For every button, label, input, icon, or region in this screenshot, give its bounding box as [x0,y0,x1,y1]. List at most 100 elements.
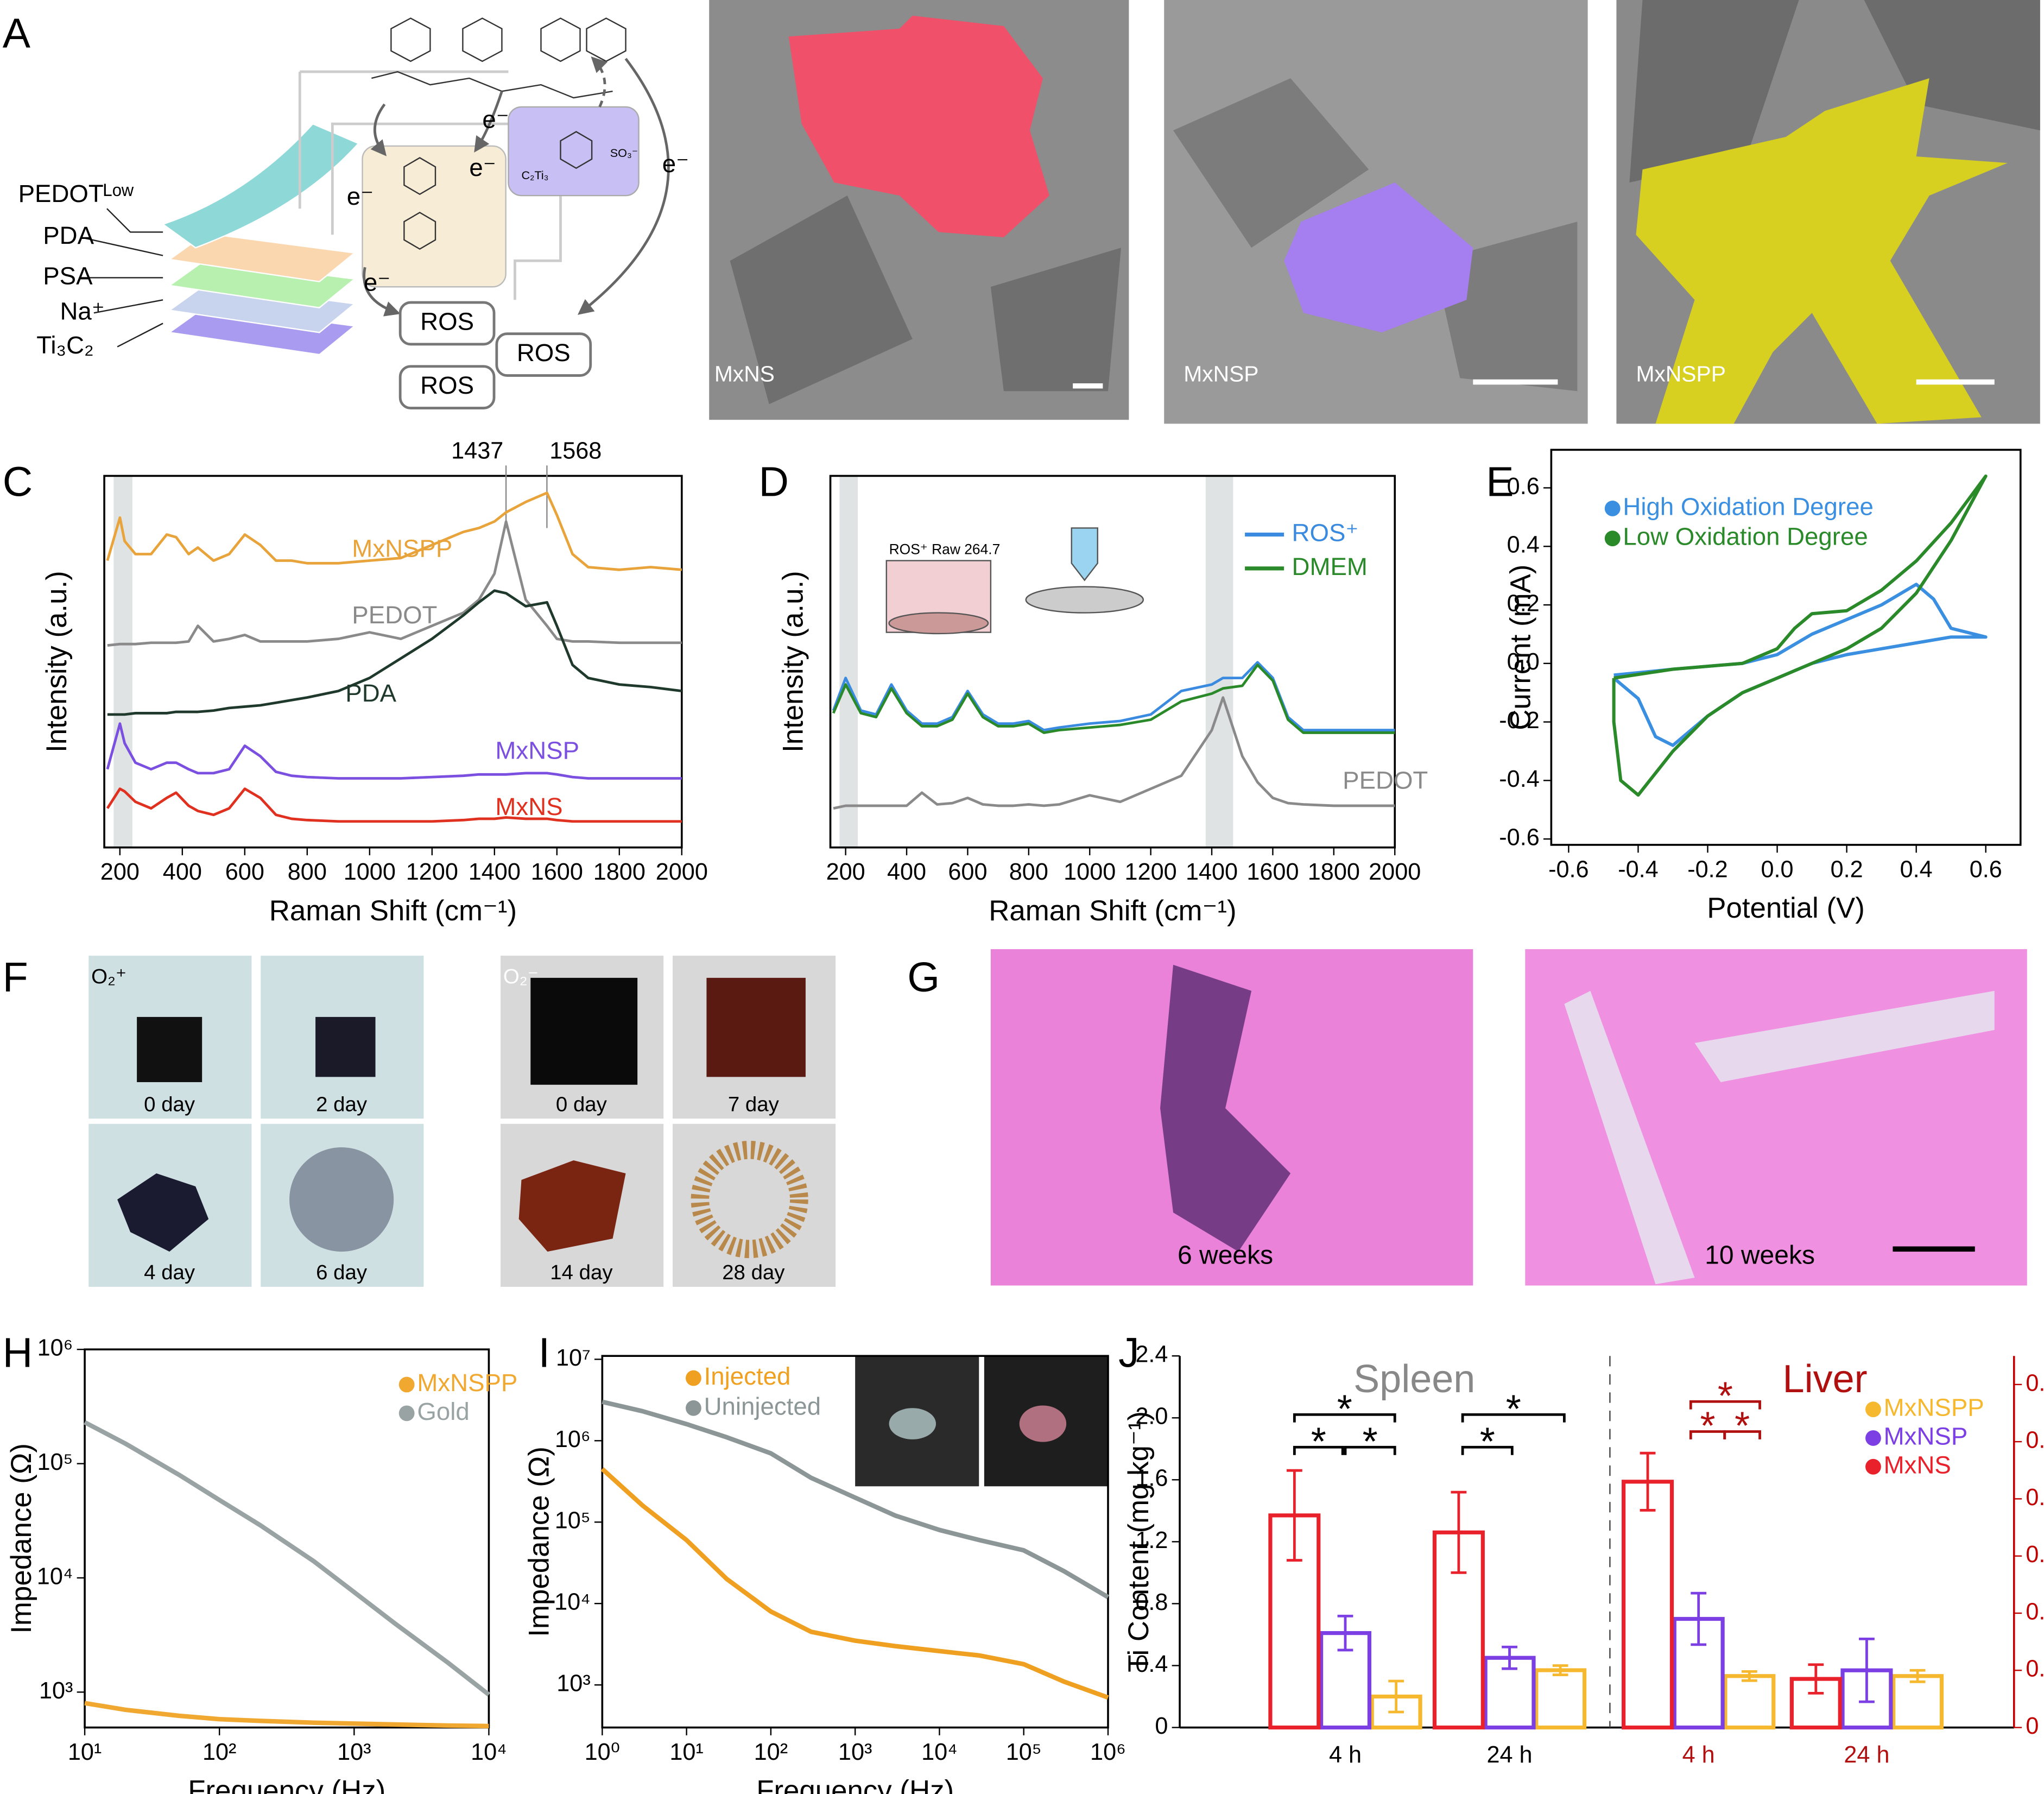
series-line [832,661,1395,732]
x-tick-label: 400 [163,859,202,885]
error-bar [1286,1469,1302,1562]
electron-label: e⁻ [482,105,509,133]
peak-label: 1568 [549,438,602,464]
legend-label: Gold [417,1398,469,1425]
implant-site [889,1408,936,1439]
y2-tick-label: 0.2 [2026,1599,2044,1625]
legend-label: ROS⁺ [1292,519,1359,547]
box [508,106,640,197]
x-tick-label: 2000 [1369,859,1421,885]
x-tick-label: 200 [826,859,865,885]
y-tick-label: 1.2 [1135,1527,1168,1553]
polymer-chain [371,17,627,99]
x-tick-label: 1200 [406,859,458,885]
layer-label: PDA [43,222,94,249]
y-axis-label: Intensity (a.u.) [41,571,73,753]
x-tick-label: 400 [887,859,926,885]
condition-label: O₂⁺ [91,965,126,988]
legend-label: Low Oxidation Degree [1623,523,1868,551]
x-tick-label: 4 h [1329,1742,1362,1768]
x-axis-label: Raman Shift (cm⁻¹) [989,895,1236,927]
series-line [106,722,682,780]
x-tick-label: 1600 [531,859,583,885]
legend-label: MxNS [1884,1451,1951,1479]
y-tick-label: 10⁴ [37,1563,73,1589]
x-tick-label: 1000 [344,859,396,885]
significance-bracket [1461,1413,1566,1423]
plot-frame [103,475,683,849]
x-tick-label: 600 [225,859,264,885]
y2-tick-label: 0.3 [2026,1542,2044,1568]
panel-label: A [3,10,31,57]
sample [117,1173,209,1252]
ring [403,131,593,250]
image-label: MxNSPP [1636,361,1725,386]
y2-tick-label: 0.6 [2026,1370,2044,1396]
x-tick-label: 0.0 [1761,856,1794,882]
chem-label: C₂Ti₃ [521,168,548,182]
x-tick-label: 1400 [469,859,521,885]
legend-swatch [686,1370,701,1386]
plot-frame [1550,448,2022,846]
day-label: 4 day [144,1261,195,1284]
series-label: MxNS [495,793,562,820]
x-tick-label: -0.6 [1548,856,1589,882]
significance-bracket [1293,1445,1344,1455]
legend-label: MxNSPP [417,1369,517,1397]
sample [137,1016,202,1082]
legend-swatch [1604,530,1621,547]
ros-box [398,301,496,346]
time-label: 6 weeks [1178,1241,1273,1269]
layer-label: Ti₃C₂ [36,331,94,359]
x-tick-label: 0.4 [1900,856,1933,882]
electron-label: e⁻ [469,154,496,181]
y-tick-label: -0.2 [1499,708,1539,734]
x-tick-label: 1200 [1125,859,1177,885]
x-tick-label: 0.2 [1831,856,1863,882]
significance-star: * [1506,1387,1521,1431]
series-line [833,696,1395,810]
ros-label: ROS [420,371,474,399]
implant-site [1019,1405,1067,1442]
legend-label: Injected [704,1362,791,1390]
significance-bracket [1293,1413,1396,1423]
significance-bracket [1461,1445,1514,1455]
legend-label: Uninjected [704,1392,821,1420]
x-tick-label: 200 [100,859,140,885]
electron-label: e⁻ [364,269,390,296]
x-tick-label: 10⁴ [471,1739,507,1765]
series-line [602,1399,1110,1600]
legend-swatch [686,1400,701,1416]
legend-label: High Oxidation Degree [1623,493,1873,521]
y-tick-label: 0.6 [1507,473,1540,500]
x-tick-label: 10³ [838,1739,872,1765]
plot-frame [829,475,1396,849]
series-line [106,491,682,571]
x-tick-label: 4 h [1682,1742,1715,1768]
x-tick-label: 10⁰ [585,1739,620,1765]
day-label: 14 day [550,1261,613,1284]
series-label: MxNSP [495,737,579,765]
panel-label: I [539,1330,550,1376]
y-tick-label: 0 [1155,1713,1168,1739]
series-line [84,1701,489,1729]
legend-label: MxNSPP [1884,1394,1984,1422]
y-tick-label: 10⁵ [555,1508,591,1534]
objective [1071,527,1098,582]
day-label: 0 day [144,1092,195,1116]
x-tick-label: 2000 [656,859,708,885]
legend-swatch [1865,1401,1881,1418]
x-tick-label: 10⁶ [1090,1739,1126,1765]
significance-star: * [1735,1405,1750,1448]
highlight-band [1205,476,1233,848]
error-bar [1909,1669,1926,1683]
significance-star: * [1337,1387,1352,1431]
day-label: 28 day [722,1261,785,1284]
y-tick-label: 0.4 [1507,532,1540,558]
series-label: PEDOT [352,601,437,629]
x-tick-label: 10³ [337,1739,371,1765]
arrow [370,103,387,156]
sample [289,1147,394,1252]
panel-label: J [1118,1330,1139,1376]
